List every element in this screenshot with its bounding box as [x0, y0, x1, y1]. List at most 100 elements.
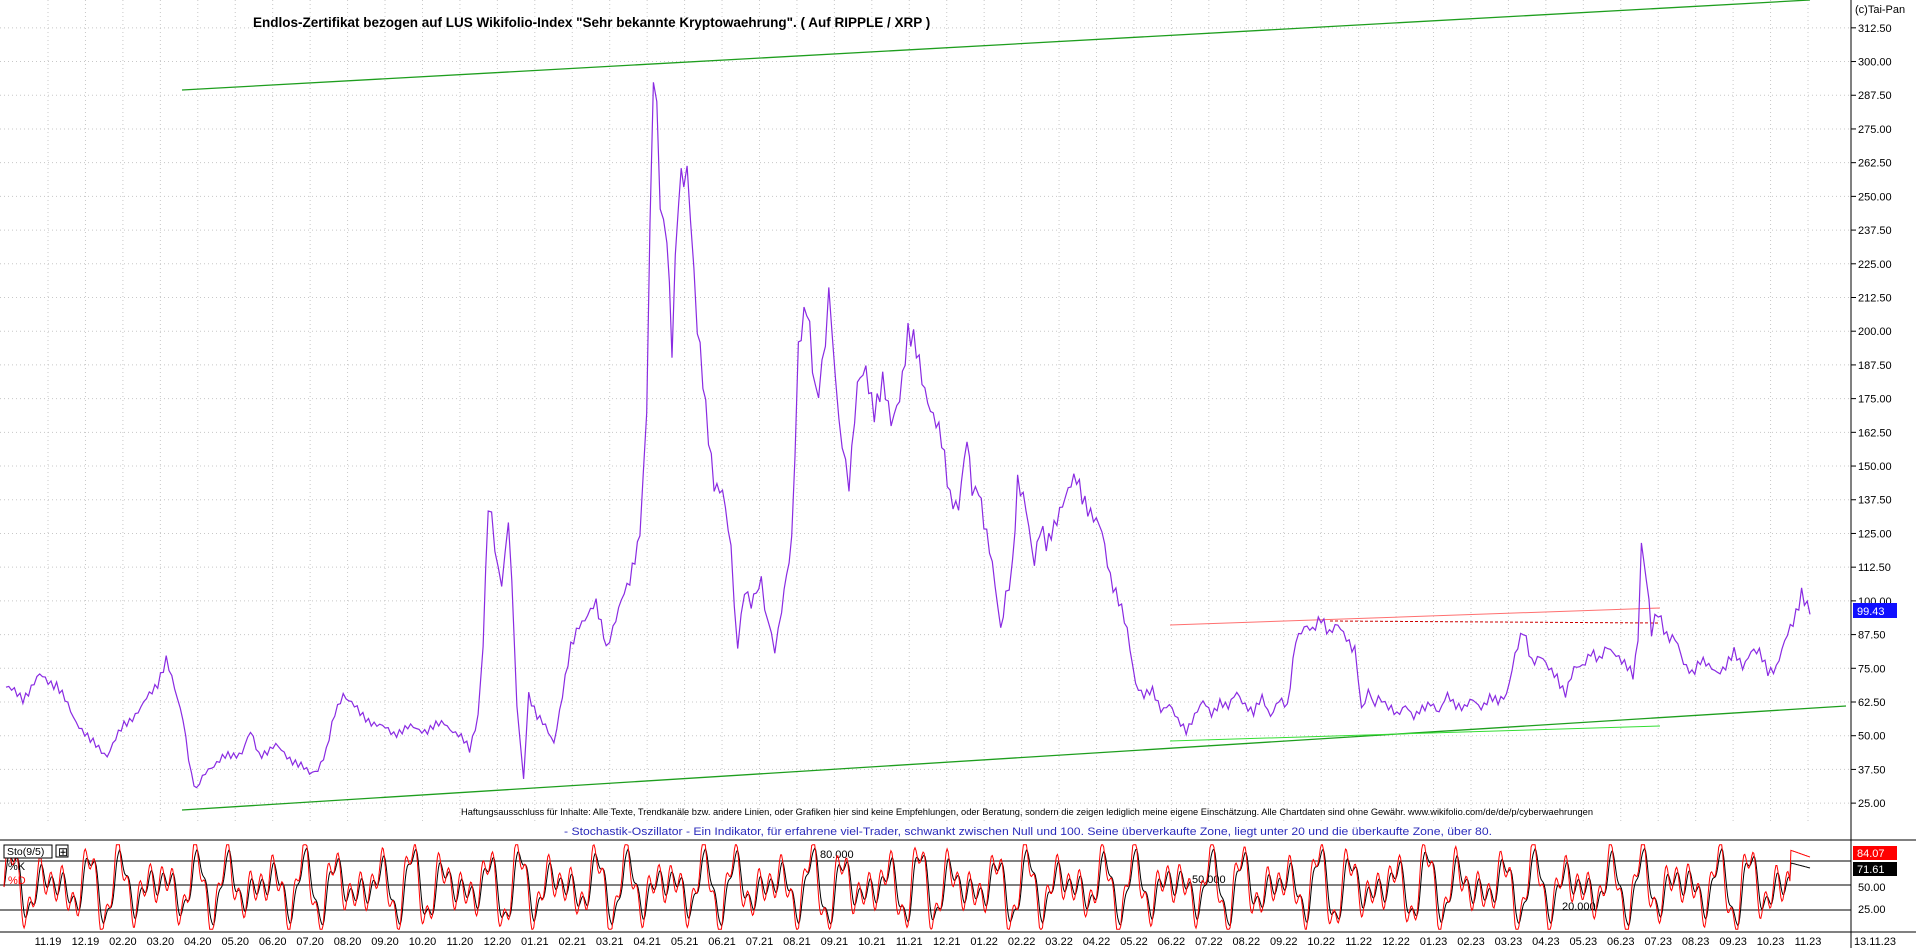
d-value-label: 71.61	[1857, 864, 1885, 876]
time-x-axis: 11.19 12.19 02.20 03.20 04.20 05.20 06.20 07.20…	[35, 936, 1896, 948]
y-tick-label: 137.50	[1858, 495, 1892, 507]
x-tick-label: 09.22	[1270, 936, 1298, 948]
x-tick-label: 10.20	[409, 936, 437, 948]
x-tick-label: 05.23	[1570, 936, 1598, 948]
y-tick-label: 62.50	[1858, 697, 1886, 709]
y-tick-label: 187.50	[1858, 360, 1892, 372]
k-legend-label: %K	[8, 861, 26, 873]
x-tick-label: 11.23	[1795, 936, 1822, 948]
k-value-badge	[1853, 846, 1897, 860]
y-tick-label: 37.50	[1858, 764, 1886, 776]
y-tick-label: 25.00	[1858, 798, 1886, 810]
disclaimer-text: Haftungsausschluss für Inhalte: Alle Tex…	[461, 807, 1593, 817]
x-tick-label: 04.22	[1083, 936, 1111, 948]
resistance-line	[1169, 607, 1661, 626]
y-tick-label: 312.50	[1858, 23, 1892, 35]
resistance-dashed-line	[1329, 620, 1661, 624]
x-tick-label: 03.22	[1045, 936, 1073, 948]
x-tick-label: 04.23	[1532, 936, 1560, 948]
y-tick-label: 200.00	[1858, 326, 1892, 338]
y-tick-label: 262.50	[1858, 158, 1892, 170]
indicator-description: - Stochastik-Oszillator - Ein Indikator,…	[564, 826, 1492, 838]
x-tick-label: 01.23	[1420, 936, 1448, 948]
y-tick-label: 87.50	[1858, 630, 1886, 642]
x-tick-label: 05.21	[671, 936, 699, 948]
x-tick-label: 09.20	[371, 936, 399, 948]
indicator-name: Sto(9/5)	[7, 846, 44, 858]
main-plot-area	[0, 0, 1851, 822]
x-tick-label: 12.22	[1382, 936, 1410, 948]
x-tick-label: 12.20	[484, 936, 512, 948]
d-legend-label: %D	[8, 875, 26, 887]
x-tick-label: 08.20	[334, 936, 362, 948]
last-price-label: 99.43	[1857, 606, 1885, 618]
support-line-green-short	[1169, 725, 1661, 742]
y-tick-label: 125.00	[1858, 528, 1892, 540]
last-price-badge	[1853, 603, 1897, 618]
x-tick-label: 11.22	[1345, 936, 1372, 948]
y-tick-label: 300.00	[1858, 57, 1892, 69]
x-tick-label: 02.21	[558, 936, 586, 948]
x-tick-label: 07.20	[296, 936, 324, 948]
x-tick-label: 05.22	[1120, 936, 1148, 948]
x-tick-label: 06.22	[1158, 936, 1186, 948]
x-tick-label: 08.21	[783, 936, 811, 948]
x-tick-label: 06.23	[1607, 936, 1635, 948]
x-tick-label: 04.20	[184, 936, 212, 948]
price-series-line	[5, 82, 1811, 789]
stochastic-panel: 80.000 50.000 20.000 Sto(9/5) ⊞ %K %D 84…	[0, 843, 1897, 931]
x-tick-label: 03.21	[596, 936, 624, 948]
y-tick-label: 112.50	[1858, 562, 1891, 574]
x-tick-label: 06.20	[259, 936, 287, 948]
x-tick-label: 03.23	[1495, 936, 1523, 948]
y-tick-label: 212.50	[1858, 292, 1892, 304]
x-tick-label: 10.22	[1307, 936, 1335, 948]
x-tick-label: 08.23	[1682, 936, 1710, 948]
indicator-menu-icon: ⊞	[58, 845, 68, 859]
x-tick-label: 10.21	[858, 936, 886, 948]
copyright-label: (c)Tai-Pan	[1855, 4, 1905, 16]
price-y-axis: 312.50 300.00 287.50 275.00 262.50 250.00 237.…	[1851, 23, 1892, 810]
x-tick-label: 13.11.23	[1854, 936, 1896, 948]
x-tick-label: 07.21	[746, 936, 774, 948]
main-grid	[0, 0, 1851, 822]
x-tick-label: 04.21	[633, 936, 661, 948]
x-tick-label: 12.21	[933, 936, 961, 948]
x-tick-label: 11.20	[447, 936, 474, 948]
y-tick-label: 162.50	[1858, 427, 1892, 439]
indicator-menu-button[interactable]	[55, 844, 69, 858]
y-tick-label: 75.00	[1858, 663, 1886, 675]
x-tick-label: 12.19	[72, 936, 100, 948]
x-tick-label: 09.23	[1719, 936, 1747, 948]
y-tick-label: 175.00	[1858, 394, 1892, 406]
x-tick-label: 10.23	[1757, 936, 1785, 948]
x-tick-label: 11.21	[896, 936, 923, 948]
x-tick-label: 11.19	[35, 936, 62, 948]
y-tick-label: 225.00	[1858, 259, 1892, 271]
x-tick-label: 01.21	[521, 936, 549, 948]
x-tick-label: 06.21	[708, 936, 736, 948]
x-tick-label: 05.20	[221, 936, 249, 948]
indicator-name-box	[3, 844, 53, 859]
y-tick-label: 150.00	[1858, 461, 1892, 473]
x-tick-label: 02.22	[1008, 936, 1036, 948]
trendlines	[181, 0, 1847, 811]
k-value-label: 84.07	[1857, 848, 1885, 860]
stochastic-d-line	[3, 846, 1811, 927]
x-tick-label: 07.22	[1195, 936, 1223, 948]
x-tick-label: 07.23	[1644, 936, 1672, 948]
x-tick-label: 02.23	[1457, 936, 1485, 948]
y-tick-label: 250.00	[1858, 191, 1892, 203]
sto-y-tick-label: 50.00	[1858, 882, 1886, 894]
stochastic-y-axis: 50.00 25.00	[1858, 882, 1886, 916]
sto-level-80-label: 80.000	[820, 849, 854, 861]
x-tick-label: 01.22	[970, 936, 998, 948]
lower-trendline	[181, 705, 1847, 811]
y-tick-label: 287.50	[1858, 90, 1892, 102]
x-tick-label: 08.22	[1233, 936, 1261, 948]
y-tick-label: 50.00	[1858, 731, 1886, 743]
x-tick-label: 09.21	[821, 936, 849, 948]
sto-y-tick-label: 25.00	[1858, 904, 1886, 916]
d-value-badge	[1853, 862, 1897, 876]
